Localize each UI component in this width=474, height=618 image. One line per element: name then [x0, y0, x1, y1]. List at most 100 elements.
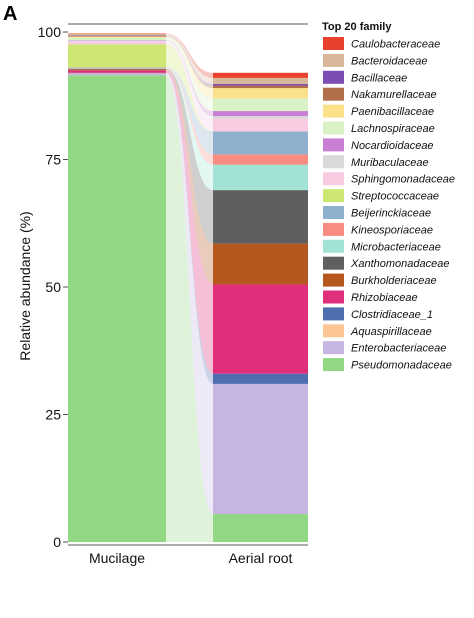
alluvial-flows — [166, 33, 213, 542]
bar-segment-nakamurellaceae-aerial-root — [213, 85, 308, 89]
legend-entry-streptococcaceae: Streptococcaceae — [351, 191, 439, 203]
bar-segment-microbacteriaceae-aerial-root — [213, 164, 308, 191]
flow-aquaspirillaceae — [166, 73, 213, 384]
bar-segment-nocardioidaceae-aerial-root — [213, 111, 308, 117]
legend-swatch-burkholderiaceae — [323, 273, 344, 287]
legend-swatch-kineosporiaceae — [323, 222, 344, 236]
category-labels: Mucilage Aerial root — [89, 550, 293, 566]
flow-pseudomonadaceae — [166, 75, 213, 542]
y-tick-label: 75 — [45, 152, 61, 168]
legend-entry-muribaculaceae: Muribaculaceae — [351, 157, 429, 169]
panel-label: A — [3, 3, 17, 25]
bar-segment-rhizobiaceae-mucilage — [68, 70, 166, 73]
bar-segment-caulobacteraceae-aerial-root — [213, 72, 308, 78]
legend-swatch-sphingomonadaceae — [323, 172, 344, 186]
legend-swatch-rhizobiaceae — [323, 290, 344, 304]
bar-segment-microbacteriaceae-mucilage — [68, 68, 166, 69]
bar-segment-clostridiaceae-1-mucilage — [68, 72, 166, 74]
legend-swatch-muribaculaceae — [323, 155, 344, 169]
bar-segment-muribaculaceae-aerial-root — [213, 116, 308, 119]
bar-segment-bacteroidaceae-aerial-root — [213, 77, 308, 85]
stacked-bars — [68, 33, 308, 542]
flow-nocardioidaceae — [166, 40, 213, 117]
x-category-label: Mucilage — [89, 550, 145, 566]
flow-enterobacteriaceae — [166, 73, 213, 514]
legend-entry-nakamurellaceae: Nakamurellaceae — [351, 89, 437, 101]
bar-segment-beijerinckiaceae-aerial-root — [213, 131, 308, 155]
legend-entry-caulobacteraceae: Caulobacteraceae — [351, 39, 440, 51]
y-tick-label: 0 — [53, 534, 61, 550]
legend-swatch-enterobacteriaceae — [323, 341, 344, 355]
legend-entry-burkholderiaceae: Burkholderiaceae — [351, 275, 437, 287]
flow-clostridiaceae-1 — [166, 72, 213, 384]
flow-sphingomonadaceae — [166, 41, 213, 132]
y-tick-label: 100 — [38, 24, 62, 40]
flow-nakamurellaceae — [166, 36, 213, 89]
legend-entry-rhizobiaceae: Rhizobiaceae — [351, 292, 418, 304]
legend-entry-kineosporiaceae: Kineosporiaceae — [351, 224, 433, 236]
flow-muribaculaceae — [166, 40, 213, 119]
bar-segment-pseudomonadaceae-mucilage — [68, 75, 166, 542]
bar-segment-muribaculaceae-mucilage — [68, 40, 166, 42]
legend-swatch-nocardioidaceae — [323, 138, 344, 152]
legend-entry-enterobacteriaceae: Enterobacteriaceae — [351, 343, 446, 355]
bar-segment-beijerinckiaceae-mucilage — [68, 67, 166, 68]
legend: Top 20 family Caulobacteraceae Bacteroidac… — [322, 21, 455, 372]
bar-segment-pseudomonadaceae-aerial-root — [213, 513, 308, 542]
legend-entry-paenibacillaceae: Paenibacillaceae — [351, 106, 434, 118]
legend-entry-sphingomonadaceae: Sphingomonadaceae — [351, 174, 455, 186]
bar-segment-burkholderiaceae-mucilage — [68, 69, 166, 71]
bar-segment-lachnospiraceae-mucilage — [68, 37, 166, 41]
legend-swatch-bacillaceae — [323, 70, 344, 84]
bar-segment-bacteroidaceae-mucilage — [68, 34, 166, 36]
legend-entry-pseudomonadaceae: Pseudomonadaceae — [351, 360, 452, 372]
legend-swatch-beijerinckiaceae — [323, 206, 344, 219]
bar-segment-burkholderiaceae-aerial-root — [213, 243, 308, 285]
y-tick-label: 50 — [45, 279, 61, 295]
flow-burkholderiaceae — [166, 69, 213, 285]
legend-swatch-caulobacteraceae — [323, 37, 344, 50]
legend-swatch-bacteroidaceae — [323, 53, 344, 67]
flow-paenibacillaceae — [166, 36, 213, 99]
bar-segment-nakamurellaceae-mucilage — [68, 36, 166, 37]
flow-beijerinckiaceae — [166, 67, 213, 155]
legend-swatch-microbacteriaceae — [323, 239, 344, 253]
x-category-label: Aerial root — [229, 550, 293, 566]
y-axis: 0 25 50 75 100 — [38, 24, 68, 550]
legend-entry-bacteroidaceae: Bacteroidaceae — [351, 55, 427, 67]
bar-segment-xanthomonadaceae-aerial-root — [213, 190, 308, 244]
bar-segment-sphingomonadaceae-mucilage — [68, 41, 166, 45]
flow-xanthomonadaceae — [166, 68, 213, 244]
bar-segment-enterobacteriaceae-mucilage — [68, 73, 166, 76]
legend-entry-xanthomonadaceae: Xanthomonadaceae — [350, 258, 449, 270]
legend-swatch-paenibacillaceae — [323, 104, 344, 118]
bar-segment-kineosporiaceae-mucilage — [68, 67, 166, 69]
bar-segment-enterobacteriaceae-aerial-root — [213, 383, 308, 514]
legend-entry-nocardioidaceae: Nocardioidaceae — [351, 140, 434, 152]
legend-entry-bacillaceae: Bacillaceae — [351, 72, 407, 84]
flow-bacillaceae — [166, 35, 213, 86]
bar-segment-caulobacteraceae-mucilage — [68, 33, 166, 35]
flow-bacteroidaceae — [166, 34, 213, 85]
flow-rhizobiaceae — [166, 70, 213, 374]
legend-swatch-pseudomonadaceae — [323, 358, 344, 372]
legend-swatch-clostridiaceae-1 — [323, 307, 344, 321]
legend-entry-clostridiaceae-1: Clostridiaceae_1 — [351, 309, 433, 321]
legend-entry-aquaspirillaceae: Aquaspirillaceae — [350, 326, 432, 338]
bar-segment-bacillaceae-mucilage — [68, 35, 166, 37]
legend-swatch-aquaspirillaceae — [323, 324, 344, 338]
legend-entry-microbacteriaceae: Microbacteriaceae — [351, 241, 441, 253]
y-tick-label: 25 — [45, 407, 61, 423]
legend-swatch-nakamurellaceae — [323, 87, 344, 101]
bar-segment-bacillaceae-aerial-root — [213, 84, 308, 86]
bar-segment-kineosporiaceae-aerial-root — [213, 154, 308, 165]
legend-entry-lachnospiraceae: Lachnospiraceae — [351, 123, 435, 135]
bar-segment-xanthomonadaceae-mucilage — [68, 68, 166, 70]
flow-lachnospiraceae — [166, 37, 213, 112]
bar-segment-paenibacillaceae-mucilage — [68, 36, 166, 38]
y-axis-title: Relative abundance (%) — [17, 211, 33, 360]
bar-segment-paenibacillaceae-aerial-root — [213, 88, 308, 99]
flow-microbacteriaceae — [166, 68, 213, 191]
legend-swatch-streptococcaceae — [323, 189, 344, 203]
bar-segment-rhizobiaceae-aerial-root — [213, 284, 308, 374]
